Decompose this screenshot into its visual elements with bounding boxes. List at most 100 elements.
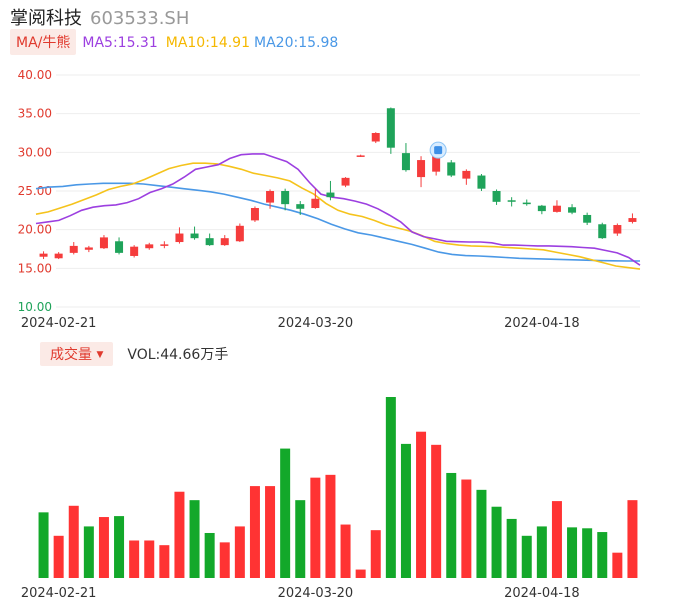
candle-body	[598, 224, 607, 239]
y-tick-label: 25.00	[18, 184, 52, 198]
dropdown-triangle-icon: ▼	[96, 350, 104, 360]
volume-bar	[295, 500, 306, 578]
ma10-line	[35, 162, 641, 270]
volume-bar	[98, 517, 109, 578]
volume-indicator-button[interactable]: 成交量 ▼	[40, 342, 114, 366]
y-tick-label: 10.00	[18, 300, 52, 314]
volume-bar	[280, 448, 291, 578]
volume-bar	[83, 526, 94, 578]
volume-bar	[612, 552, 623, 578]
candle-body	[371, 133, 380, 142]
volume-bar	[340, 524, 351, 578]
y-tick-label: 20.00	[18, 223, 52, 237]
volume-bar	[174, 491, 185, 578]
volume-bar	[310, 477, 321, 578]
ma20-line	[35, 182, 640, 262]
ma-legend: MA/牛熊 MA5:15.31 MA10:14.91 MA20:15.98	[10, 29, 338, 55]
volume-indicator-label: 成交量	[50, 347, 92, 363]
stock-code: 603533.SH	[90, 8, 190, 29]
candle-body	[628, 218, 637, 222]
candle-body	[432, 156, 441, 172]
ma20-legend: MA20:15.98	[254, 35, 339, 51]
candle-body	[311, 198, 320, 209]
candle-body	[296, 204, 305, 209]
volume-bar	[551, 501, 562, 578]
stock-name: 掌阅科技	[10, 8, 82, 29]
volume-bar	[521, 535, 532, 578]
volume-bar	[38, 512, 49, 578]
volume-bar	[219, 542, 230, 578]
volume-bar	[597, 532, 608, 578]
candle-body	[84, 247, 93, 250]
ma5-legend: MA5:15.31	[82, 35, 158, 51]
volume-bar	[53, 535, 64, 578]
candle-body	[326, 192, 335, 198]
y-tick-label: 40.00	[18, 68, 52, 82]
candle-body	[266, 191, 275, 203]
y-tick-label: 30.00	[18, 145, 52, 159]
candle-body	[160, 244, 169, 246]
volume-bar	[370, 530, 381, 578]
candle-body	[477, 175, 486, 189]
candle-body	[130, 246, 139, 256]
candle-body	[401, 153, 410, 171]
candle-body	[235, 225, 244, 242]
candle-body	[250, 208, 259, 221]
candle-body	[568, 207, 577, 213]
x-tick-label: 2024-03-20	[278, 316, 354, 331]
candle-body	[356, 155, 365, 157]
candle-body	[341, 177, 350, 186]
volume-bar	[461, 479, 472, 578]
candle-body	[492, 191, 501, 202]
candle-body	[54, 253, 63, 259]
ma10-legend: MA10:14.91	[165, 35, 251, 51]
candle-body	[386, 108, 395, 148]
volume-bar	[144, 540, 155, 578]
volume-bar	[400, 443, 411, 578]
x-tick-label: 2024-04-18	[504, 316, 580, 331]
ma-indicator-button[interactable]: MA/牛熊	[10, 29, 77, 55]
volume-legend: 成交量 ▼ VOL:44.66万手	[40, 342, 228, 366]
volume-bar	[265, 486, 276, 578]
volume-bar	[627, 500, 638, 578]
candle-body	[205, 238, 214, 246]
candle-body	[175, 233, 184, 243]
candle-body	[447, 162, 456, 176]
volume-bar	[159, 545, 170, 578]
volume-bar	[129, 540, 140, 578]
volume-bar	[355, 569, 366, 578]
candle-body	[522, 202, 531, 205]
candle-body	[507, 200, 516, 202]
event-marker-badge	[434, 146, 443, 155]
candle-body	[115, 241, 124, 253]
volume-x-tick-label: 2024-02-21	[21, 586, 97, 601]
y-tick-label: 15.00	[18, 261, 52, 275]
candle-body	[39, 253, 48, 257]
candle-body	[281, 191, 290, 205]
volume-bar	[114, 516, 125, 578]
volume-bar	[567, 527, 578, 578]
volume-bar	[68, 505, 79, 578]
x-tick-label: 2024-02-21	[21, 316, 97, 331]
volume-bar	[446, 472, 457, 578]
volume-x-tick-label: 2024-04-18	[504, 586, 580, 601]
candle-body	[537, 205, 546, 212]
volume-bar	[189, 500, 200, 578]
volume-bar	[476, 489, 487, 578]
volume-value: VOL:44.66万手	[127, 347, 229, 363]
candle-body	[417, 160, 426, 178]
volume-bar	[385, 397, 396, 578]
candle-body	[99, 237, 108, 249]
volume-bar	[249, 486, 260, 578]
candle-body	[583, 214, 592, 223]
candle-body	[220, 238, 229, 246]
y-tick-label: 35.00	[18, 107, 52, 121]
volume-bar	[204, 532, 215, 578]
candle-body	[462, 170, 471, 179]
candle-body	[613, 225, 622, 234]
volume-bar	[325, 474, 336, 578]
volume-bar	[491, 506, 502, 578]
candle-body	[145, 244, 154, 249]
ma5-line	[35, 153, 641, 266]
